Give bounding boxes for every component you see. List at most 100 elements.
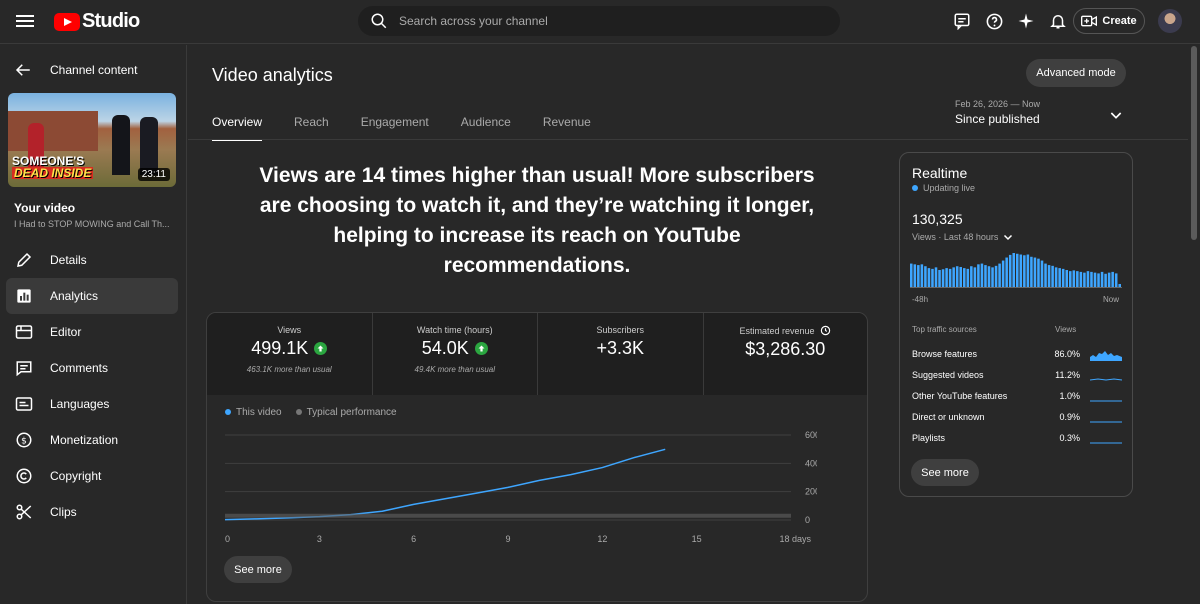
date-range-detail[interactable]: Feb 26, 2026 — Now	[955, 99, 1041, 109]
pencil-icon	[14, 250, 34, 270]
traffic-source-row[interactable]: Other YouTube features 1.0%	[912, 385, 1124, 406]
menu-icon[interactable]	[16, 12, 34, 30]
chart-legend: This video Typical performance	[225, 407, 397, 418]
sidebar-item-clips[interactable]: Clips	[6, 494, 178, 530]
tabs-divider	[188, 139, 1188, 140]
bell-icon[interactable]	[1048, 11, 1068, 31]
back-to-channel-content[interactable]: Channel content	[14, 61, 137, 79]
realtime-bar	[1114, 273, 1118, 287]
clock-icon	[820, 325, 831, 336]
metric-note: 463.1K more than usual	[246, 365, 332, 374]
realtime-bar	[1051, 265, 1054, 287]
your-video-label: Your video	[14, 201, 76, 215]
avatar[interactable]	[1158, 9, 1182, 33]
sidebar-item-editor[interactable]: Editor	[6, 314, 178, 350]
metric-note: 49.4K more than usual	[414, 365, 496, 374]
realtime-bar	[917, 265, 920, 287]
realtime-bar	[945, 268, 948, 287]
traffic-source-row[interactable]: Browse features 86.0%	[912, 343, 1124, 364]
metric-subscribers[interactable]: Subscribers +3.3K	[538, 313, 704, 395]
x-tick-label: 3	[317, 534, 322, 544]
sidebar-item-languages[interactable]: Languages	[6, 386, 178, 422]
tab-revenue[interactable]: Revenue	[542, 115, 591, 129]
tab-engagement[interactable]: Engagement	[360, 115, 429, 129]
advanced-mode-button[interactable]: Advanced mode	[1026, 59, 1126, 87]
traffic-source-row[interactable]: Direct or unknown 0.9%	[912, 406, 1124, 427]
tab-audience[interactable]: Audience	[460, 115, 511, 129]
create-video-icon	[1081, 15, 1098, 27]
video-duration: 23:11	[137, 168, 170, 181]
realtime-period-selector[interactable]: Views · Last 48 hours	[912, 231, 1014, 243]
realtime-bar	[987, 266, 991, 287]
realtime-bar	[963, 268, 966, 287]
realtime-bar	[1037, 258, 1040, 287]
sparkline	[1090, 442, 1122, 443]
x-tick-label: 6	[411, 534, 416, 544]
sparkle-icon[interactable]	[1016, 11, 1036, 31]
x-tick-label: 0	[225, 534, 230, 544]
realtime-bar	[1023, 255, 1026, 287]
traffic-source-row[interactable]: Playlists 0.3%	[912, 427, 1124, 448]
realtime-bar	[1097, 273, 1100, 287]
top-bar: Studio Search across your channel Create	[0, 0, 1200, 44]
realtime-bar	[994, 265, 998, 287]
video-thumbnail[interactable]: SOMEONE'S DEAD INSIDE 23:11	[8, 93, 176, 187]
realtime-axis-start: -48h	[912, 295, 929, 304]
search-icon	[371, 13, 387, 29]
realtime-bar	[959, 266, 962, 287]
metric-revenue[interactable]: Estimated revenue $3,286.30	[703, 313, 867, 395]
dollar-icon: $	[14, 430, 34, 450]
scissors-icon	[14, 502, 34, 522]
search-bar[interactable]: Search across your channel	[358, 6, 840, 36]
chevron-down-icon[interactable]	[1108, 107, 1124, 123]
date-range-selector[interactable]: Since published	[955, 112, 1040, 126]
realtime-bar	[1093, 272, 1097, 287]
see-more-button[interactable]: See more	[224, 556, 292, 583]
sidebar-item-comments[interactable]: Comments	[6, 350, 178, 386]
realtime-bar	[970, 266, 973, 287]
realtime-bar	[1076, 271, 1079, 287]
realtime-bar	[1058, 268, 1061, 287]
page-scrollbar[interactable]	[1191, 46, 1197, 240]
feedback-icon[interactable]	[952, 11, 972, 31]
sidebar-item-monetization[interactable]: $ Monetization	[6, 422, 178, 458]
traffic-source-row[interactable]: Suggested videos 11.2%	[912, 364, 1124, 385]
studio-logo[interactable]: Studio	[54, 10, 140, 33]
realtime-bar	[1061, 268, 1065, 287]
realtime-bar	[1069, 271, 1072, 287]
traffic-sources-list: Browse features 86.0% Suggested videos 11.…	[912, 343, 1124, 448]
realtime-bar	[1065, 270, 1068, 287]
metric-watch-time[interactable]: Watch time (hours) 54.0K 49.4K more than…	[372, 313, 538, 395]
realtime-bar	[998, 263, 1001, 287]
languages-icon	[14, 394, 34, 414]
realtime-bar	[1100, 271, 1104, 287]
x-tick-label: 9	[505, 534, 510, 544]
realtime-bar	[1026, 254, 1030, 287]
realtime-bar	[1118, 283, 1121, 287]
help-icon[interactable]	[984, 11, 1004, 31]
metric-value: +3.3K	[596, 338, 645, 358]
tab-reach[interactable]: Reach	[294, 115, 329, 129]
sidebar-item-copyright[interactable]: Copyright	[6, 458, 178, 494]
page-title: Video analytics	[212, 65, 333, 85]
realtime-see-more-button[interactable]: See more	[911, 459, 979, 486]
realtime-views-count: 130,325	[912, 211, 963, 227]
realtime-bar	[952, 267, 955, 287]
create-button[interactable]: Create	[1073, 8, 1145, 34]
sidebar-item-analytics[interactable]: Analytics	[6, 278, 178, 314]
sidebar-item-details[interactable]: Details	[6, 242, 178, 278]
tab-overview[interactable]: Overview	[212, 115, 263, 141]
x-tick-label: 15	[692, 534, 702, 544]
realtime-bar	[1005, 257, 1008, 287]
youtube-logo-icon	[54, 12, 80, 31]
x-tick-label: 12	[597, 534, 607, 544]
realtime-bar	[1016, 253, 1019, 287]
overview-card: Views 499.1K 463.1K more than usual Watc…	[206, 312, 868, 602]
metric-views[interactable]: Views 499.1K 463.1K more than usual	[207, 313, 373, 395]
sidebar-nav: Details Analytics Editor Comments Langua…	[6, 242, 178, 530]
realtime-bar	[913, 264, 917, 287]
realtime-bar	[980, 263, 984, 287]
editor-icon	[14, 322, 34, 342]
analytics-icon	[14, 286, 34, 306]
realtime-bar	[910, 263, 913, 287]
